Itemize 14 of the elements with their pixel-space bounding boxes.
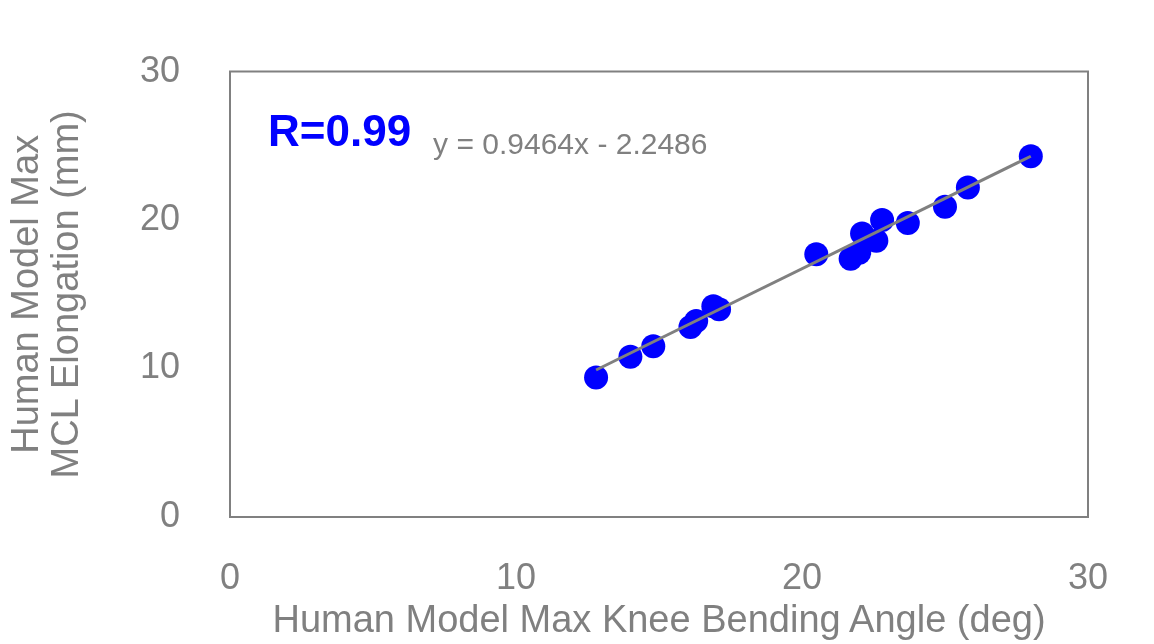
x-tick-label: 0: [219, 555, 241, 597]
x-tick-label: 10: [495, 555, 537, 597]
y-tick-label: 20: [139, 196, 180, 238]
x-axis-title: Human Model Max Knee Bending Angle (deg): [272, 597, 1046, 640]
y-tick-label: 0: [159, 493, 180, 535]
annotation: y = 0.9464x - 2.2486: [433, 126, 708, 160]
point: [584, 365, 609, 390]
annotation: R=0.99: [268, 105, 412, 155]
y-axis-title: Human Model Max MCL Elongation (mm): [4, 110, 87, 479]
y-tick-label: 30: [139, 48, 180, 90]
x-tick-label: 20: [781, 555, 823, 597]
y-tick-label: 10: [139, 345, 180, 387]
point: [1018, 144, 1043, 169]
x-tick-label: 30: [1067, 555, 1109, 597]
